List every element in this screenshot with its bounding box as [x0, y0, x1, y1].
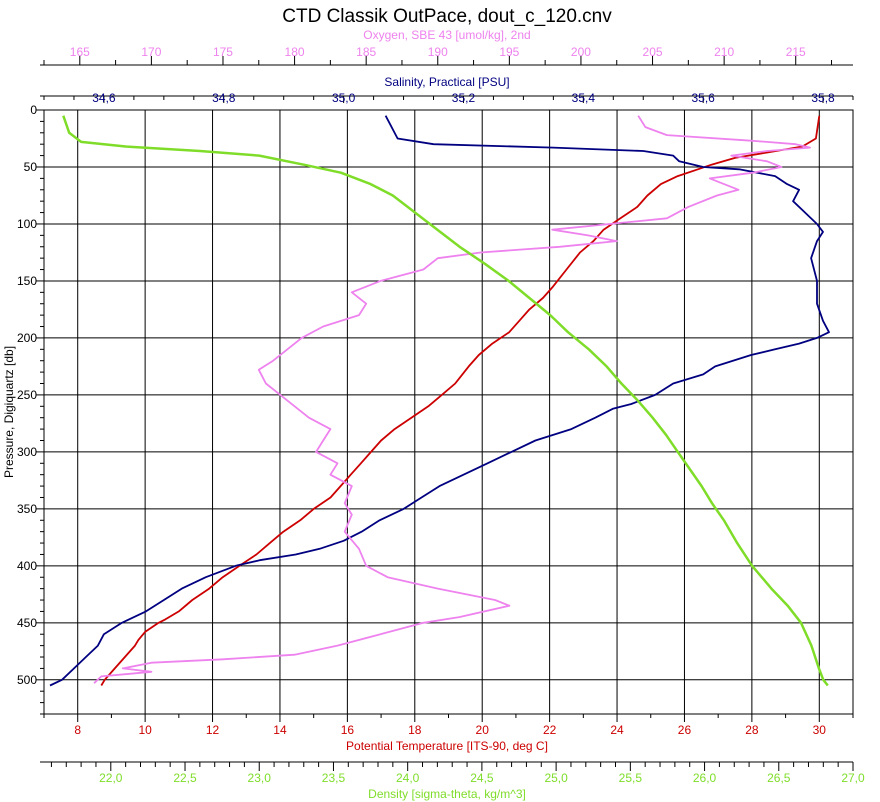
- temperature-tick-label: 22: [543, 723, 557, 737]
- pressure-tick-label: 400: [17, 559, 37, 573]
- temperature-axis: 8 10 12 14 16 18 20 22 24 26 28 30: [43, 714, 854, 737]
- temperature-tick-label: 14: [273, 723, 287, 737]
- salinity-tick-label: 35,6: [692, 91, 716, 105]
- pressure-tick-label: 350: [17, 502, 37, 516]
- oxygen-tick-label: 185: [356, 45, 376, 59]
- pressure-axis: 0 50 100 150 200 250 300 350 400 450 500: [17, 103, 44, 715]
- oxygen-tick-label: 210: [714, 45, 734, 59]
- pressure-tick-label: 100: [17, 217, 37, 231]
- pressure-tick-label: 0: [30, 103, 37, 117]
- oxygen-axis: 165 170 175 180 185 190 195 200 205 210 215: [40, 45, 853, 66]
- oxygen-tick-label: 175: [213, 45, 233, 59]
- density-profile-line: [62, 115, 829, 687]
- density-tick-label: 22,0: [99, 771, 123, 785]
- density-tick-label: 27,0: [841, 771, 865, 785]
- density-tick-label: 24,0: [396, 771, 420, 785]
- density-axis: 22,0 22,5 23,0 23,5 24,0 24,5 25,0 25,5 26,0 26,5…: [40, 761, 865, 785]
- density-tick-label: 25,5: [619, 771, 643, 785]
- density-tick-label: 24,5: [470, 771, 494, 785]
- temperature-tick-label: 12: [206, 723, 220, 737]
- density-tick-label: 26,5: [767, 771, 791, 785]
- pressure-tick-label: 150: [17, 274, 37, 288]
- salinity-tick-label: 34,6: [92, 91, 116, 105]
- series-layer: [49, 115, 830, 687]
- plot-grid: [44, 109, 853, 714]
- temperature-tick-label: 18: [408, 723, 422, 737]
- temperature-axis-label: Potential Temperature [ITS-90, deg C]: [346, 739, 548, 753]
- temperature-tick-label: 10: [138, 723, 152, 737]
- salinity-axis-label: Salinity, Practical [PSU]: [384, 75, 509, 89]
- oxygen-tick-label: 180: [285, 45, 305, 59]
- plot-frame: [43, 109, 854, 715]
- salinity-axis: 34,6 34,8 35,0 35,2 35,4 35,6 35,8: [40, 91, 854, 105]
- oxygen-tick-label: 190: [428, 45, 448, 59]
- pressure-tick-label: 500: [17, 673, 37, 687]
- temperature-tick-label: 24: [610, 723, 624, 737]
- density-axis-label: Density [sigma-theta, kg/m^3]: [368, 787, 526, 801]
- salinity-tick-label: 35,8: [811, 91, 835, 105]
- salinity-tick-label: 35,4: [572, 91, 596, 105]
- temperature-tick-label: 20: [476, 723, 490, 737]
- oxygen-tick-label: 170: [141, 45, 161, 59]
- pressure-tick-label: 200: [17, 331, 37, 345]
- density-tick-label: 23,0: [248, 771, 272, 785]
- temperature-tick-label: 8: [74, 723, 81, 737]
- pressure-axis-label: Pressure, Digiquartz [db]: [2, 346, 16, 478]
- salinity-tick-label: 35,0: [332, 91, 356, 105]
- density-tick-label: 26,0: [693, 771, 717, 785]
- oxygen-tick-label: 165: [70, 45, 90, 59]
- temperature-tick-label: 28: [745, 723, 759, 737]
- salinity-tick-label: 34,8: [212, 91, 236, 105]
- oxygen-profile-line: [93, 115, 811, 684]
- temperature-tick-label: 26: [678, 723, 692, 737]
- salinity-profile-line: [49, 115, 830, 687]
- oxygen-axis-label: Oxygen, SBE 43 [umol/kg], 2nd: [363, 28, 530, 42]
- oxygen-tick-label: 195: [499, 45, 519, 59]
- temperature-tick-label: 16: [341, 723, 355, 737]
- salinity-tick-label: 35,2: [452, 91, 476, 105]
- chart-title: CTD Classik OutPace, dout_c_120.cnv: [282, 6, 612, 27]
- pressure-tick-label: 250: [17, 388, 37, 402]
- density-tick-label: 25,0: [544, 771, 568, 785]
- density-tick-label: 23,5: [322, 771, 346, 785]
- oxygen-tick-label: 215: [786, 45, 806, 59]
- pressure-tick-label: 450: [17, 616, 37, 630]
- temperature-tick-label: 30: [813, 723, 827, 737]
- oxygen-tick-label: 200: [571, 45, 591, 59]
- pressure-tick-label: 300: [17, 445, 37, 459]
- temperature-profile-line: [100, 115, 821, 686]
- pressure-tick-label: 50: [24, 160, 38, 174]
- oxygen-tick-label: 205: [643, 45, 663, 59]
- density-tick-label: 22,5: [173, 771, 197, 785]
